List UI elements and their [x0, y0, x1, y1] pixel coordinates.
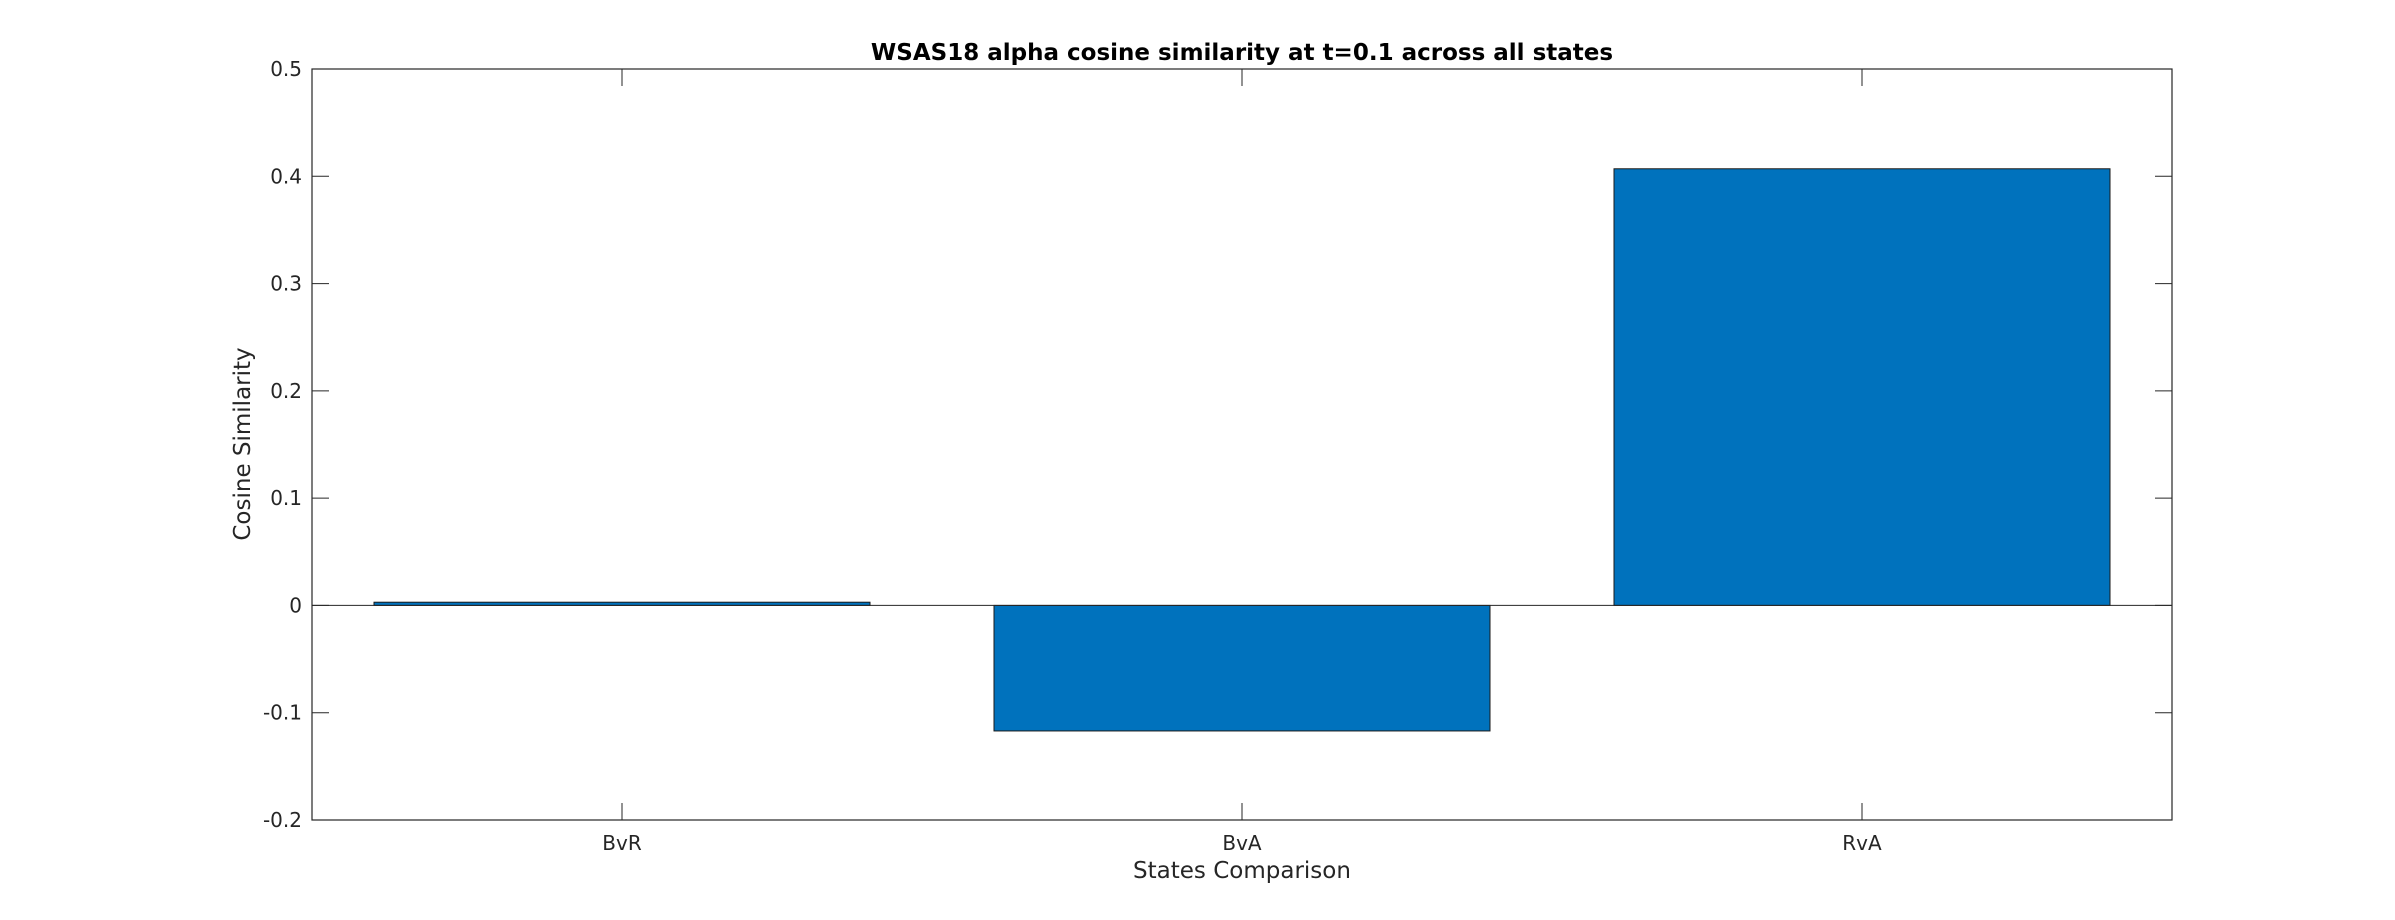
y-axis-label: Cosine Similarity	[230, 347, 256, 540]
y-tick-label: 0.5	[270, 57, 302, 81]
y-tick-label: 0.1	[270, 486, 302, 510]
bar-bva	[993, 604, 1491, 732]
x-tick-label: BvA	[1222, 831, 1262, 855]
chart-title: WSAS18 alpha cosine similarity at t=0.1 …	[871, 40, 1613, 66]
bars-layer	[373, 168, 2111, 732]
ticks-layer: BvR BvA RvA -0.2 -0.1 0 0.1 0.2 0.3 0.4 0.5	[263, 57, 2172, 855]
x-tick-label: RvA	[1842, 831, 1882, 855]
y-tick-label: -0.1	[263, 701, 302, 725]
y-tick-label: 0	[289, 593, 302, 617]
y-tick-label: 0.3	[270, 272, 302, 296]
x-tick-label: BvR	[602, 831, 642, 855]
y-tick-label: 0.2	[270, 379, 302, 403]
axes-box	[311, 68, 2173, 821]
y-tick-label: -0.2	[263, 808, 302, 832]
x-axis-label: States Comparison	[1133, 858, 1351, 884]
y-tick-label: 0.4	[270, 164, 302, 188]
bar-rva	[1613, 168, 2111, 606]
